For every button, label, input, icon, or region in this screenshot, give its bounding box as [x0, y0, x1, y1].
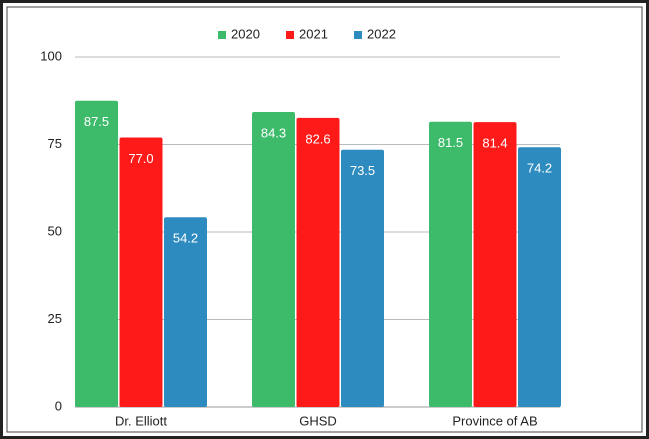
y-tick-label: 25: [48, 311, 62, 326]
x-tick-label: Dr. Elliott: [115, 413, 167, 428]
legend-swatch: [286, 31, 294, 39]
value-label: 77.0: [128, 151, 153, 166]
value-label: 54.2: [173, 231, 198, 246]
x-tick-label: Province of AB: [452, 413, 537, 428]
bar: [119, 137, 163, 407]
bar: [75, 100, 118, 407]
bar: [518, 147, 561, 408]
bar: [252, 111, 295, 407]
value-label: 84.3: [261, 125, 286, 140]
legend-swatch: [354, 31, 362, 39]
value-label: 81.5: [438, 135, 463, 150]
legend-label: 2022: [367, 26, 396, 41]
y-tick-label: 0: [55, 398, 62, 413]
bar: [429, 121, 472, 407]
y-tick-label: 50: [48, 223, 62, 238]
x-tick-label: GHSD: [299, 413, 337, 428]
legend-swatch: [218, 31, 226, 39]
value-label: 74.2: [527, 161, 552, 176]
bar: [164, 217, 207, 407]
y-tick-label: 100: [40, 48, 62, 63]
legend-label: 2020: [231, 26, 260, 41]
value-label: 82.6: [305, 131, 330, 146]
bar: [341, 149, 384, 407]
inner-frame: [6, 6, 643, 433]
legend-label: 2021: [299, 26, 328, 41]
bar: [473, 122, 517, 407]
bar: [296, 117, 340, 408]
value-label: 73.5: [350, 163, 375, 178]
y-tick-label: 75: [48, 136, 62, 151]
value-label: 81.4: [482, 136, 507, 151]
value-label: 87.5: [84, 114, 109, 129]
